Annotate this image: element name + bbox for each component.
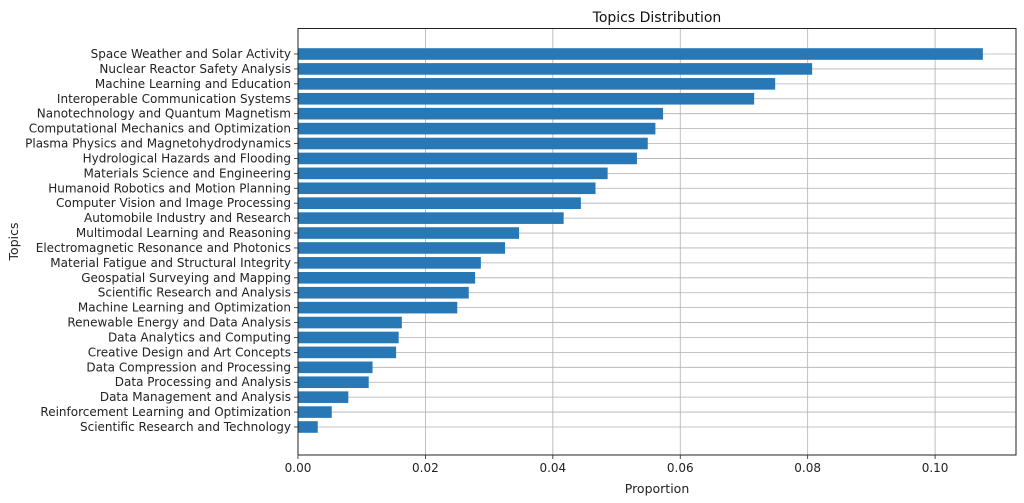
x-axis-title: Proportion: [625, 481, 690, 496]
y-tick-label: Machine Learning and Optimization: [78, 301, 291, 315]
y-tick-label: Multimodal Learning and Reasoning: [76, 226, 291, 240]
y-tick-label: Hydrological Hazards and Flooding: [83, 151, 291, 165]
bar: [298, 346, 397, 359]
x-tick-label: 0.02: [412, 461, 439, 475]
x-tick-label: 0.06: [667, 461, 694, 475]
bar: [298, 391, 349, 403]
bar: [298, 272, 476, 284]
y-tick-label: Nuclear Reactor Safety Analysis: [99, 62, 291, 76]
x-tick-label: 0.10: [922, 461, 949, 475]
y-tick-label: Space Weather and Solar Activity: [91, 47, 291, 61]
y-tick-label: Reinforcement Learning and Optimization: [40, 405, 291, 419]
bar: [298, 107, 664, 120]
bar: [298, 361, 373, 374]
bar: [298, 212, 564, 224]
bar: [298, 376, 369, 389]
bar: [298, 48, 983, 60]
y-tick-label: Data Processing and Analysis: [115, 375, 291, 389]
bar: [298, 286, 469, 299]
grid-lines: [297, 28, 1016, 455]
chart-title: Topics Distribution: [592, 10, 722, 26]
bar: [298, 331, 399, 344]
y-tick-label: Creative Design and Art Concepts: [88, 345, 291, 359]
bar: [298, 122, 656, 135]
y-tick-label: Data Analytics and Computing: [108, 330, 291, 344]
bar: [298, 421, 318, 433]
y-axis-title: Topics: [6, 223, 21, 262]
y-tick-label: Scientific Research and Technology: [80, 420, 291, 434]
bar: [298, 78, 776, 90]
y-tick-label: Geospatial Surveying and Mapping: [81, 271, 291, 285]
bar: [298, 301, 458, 314]
bar: [298, 152, 637, 165]
bar: [298, 242, 506, 254]
y-tick-label: Materials Science and Engineering: [83, 166, 291, 180]
bar: [298, 227, 520, 239]
x-axis-ticks: 0.00 0.02 0.04 0.06 0.08 0.10: [285, 455, 949, 475]
y-tick-label: Machine Learning and Education: [95, 77, 291, 91]
y-axis-ticks: Space Weather and Solar ActivityNuclear …: [25, 47, 298, 434]
bar: [298, 316, 402, 329]
y-tick-label: Electromagnetic Resonance and Photonics: [36, 241, 291, 255]
bar: [298, 167, 608, 180]
plot-frame: [297, 28, 1017, 456]
bar: [298, 63, 813, 75]
bars: [298, 48, 983, 433]
y-tick-label: Computer Vision and Image Processing: [56, 196, 291, 210]
bar: [298, 406, 332, 418]
bar: [298, 257, 481, 269]
y-tick-label: Scientific Research and Analysis: [98, 286, 291, 300]
y-tick-label: Interoperable Communication Systems: [57, 92, 291, 106]
bar: [298, 197, 581, 209]
bar: [298, 137, 648, 150]
bar: [298, 182, 596, 195]
bar: [298, 92, 755, 105]
x-tick-label: 0.00: [285, 461, 312, 475]
x-tick-label: 0.04: [539, 461, 566, 475]
y-tick-label: Nanotechnology and Quantum Magnetism: [37, 107, 291, 121]
y-tick-label: Automobile Industry and Research: [84, 211, 291, 225]
x-tick-label: 0.08: [794, 461, 821, 475]
y-tick-label: Computational Mechanics and Optimization: [29, 122, 291, 136]
y-tick-label: Renewable Energy and Data Analysis: [67, 316, 291, 330]
y-tick-label: Data Compression and Processing: [86, 360, 291, 374]
y-tick-label: Material Fatigue and Structural Integrit…: [50, 256, 291, 270]
y-tick-label: Plasma Physics and Magnetohydrodynamics: [25, 137, 291, 151]
y-tick-label: Humanoid Robotics and Motion Planning: [48, 181, 291, 195]
y-tick-label: Data Management and Analysis: [100, 390, 291, 404]
